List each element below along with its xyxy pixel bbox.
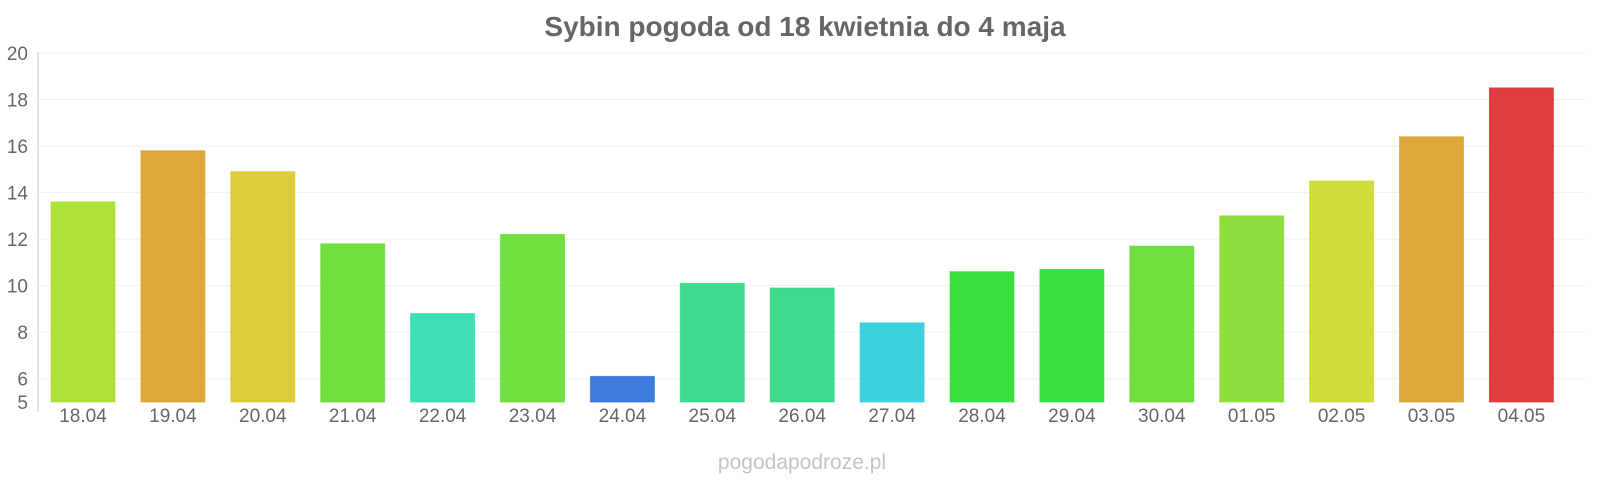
bar-27.04 — [859, 322, 925, 403]
bar-24.04 — [589, 375, 655, 403]
y-tick-label: 16 — [7, 137, 28, 158]
x-tick-label: 26.04 — [778, 406, 826, 427]
x-tick-label: 04.05 — [1498, 406, 1546, 427]
x-axis-labels: 18.04 19.04 20.04 21.04 22.04 23.04 24.04 25.04… — [59, 406, 1545, 427]
x-tick-label: 30.04 — [1138, 406, 1186, 427]
x-tick-label: 20.04 — [239, 406, 287, 427]
x-tick-label: 21.04 — [329, 406, 377, 427]
y-tick-label: 18 — [7, 91, 28, 112]
x-tick-label: 18.04 — [59, 406, 107, 427]
chart-title: Sybin pogoda od 18 kwietnia do 4 maja — [544, 11, 1066, 42]
y-tick-label: 14 — [7, 184, 29, 205]
bars — [50, 87, 1554, 403]
y-tick-label: 8 — [17, 323, 28, 344]
bar-20.04 — [230, 171, 296, 403]
bar-30.04 — [1129, 245, 1195, 403]
bar-03.05 — [1399, 136, 1464, 403]
grid-lines — [38, 52, 1586, 380]
x-tick-label: 02.05 — [1318, 406, 1366, 427]
bar-02.05 — [1309, 180, 1375, 403]
x-tick-label: 25.04 — [689, 406, 737, 427]
x-tick-label: 28.04 — [958, 406, 1006, 427]
y-tick-label: 20 — [7, 44, 28, 65]
bar-28.04 — [949, 271, 1015, 403]
bar-25.04 — [679, 282, 745, 403]
x-tick-label: 27.04 — [868, 406, 916, 427]
y-tick-label: 6 — [17, 370, 28, 391]
x-tick-label: 23.04 — [509, 406, 557, 427]
bar-23.04 — [500, 233, 565, 403]
bar-18.04 — [50, 201, 116, 403]
bar-29.04 — [1039, 268, 1105, 403]
bar-01.05 — [1219, 215, 1285, 403]
y-tick-label: 10 — [7, 277, 28, 298]
bar-04.05 — [1488, 87, 1554, 403]
y-tick-label: 5 — [17, 393, 28, 414]
x-tick-label: 24.04 — [599, 406, 647, 427]
y-tick-label: 12 — [7, 230, 28, 251]
y-axis-ticks: 56 8 10 12 14 16 18 20 — [7, 44, 29, 414]
x-tick-label: 03.05 — [1408, 406, 1456, 427]
x-tick-label: 01.05 — [1228, 406, 1276, 427]
bar-26.04 — [769, 287, 835, 403]
bar-22.04 — [410, 313, 476, 403]
x-tick-label: 29.04 — [1048, 406, 1096, 427]
bar-21.04 — [320, 243, 386, 403]
bar-19.04 — [140, 150, 206, 403]
x-tick-label: 19.04 — [149, 406, 197, 427]
watermark: pogodapodroze.pl — [718, 451, 886, 474]
x-tick-label: 22.04 — [419, 406, 467, 427]
